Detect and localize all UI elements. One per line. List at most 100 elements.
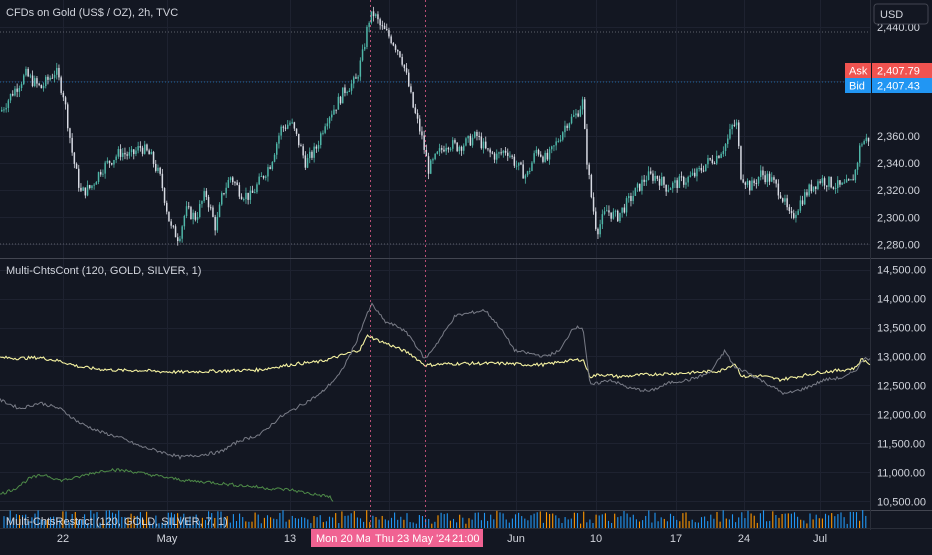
candle — [185, 201, 188, 219]
candle — [628, 193, 630, 203]
candle — [302, 143, 304, 159]
candle — [845, 174, 848, 183]
candle-body — [559, 139, 562, 142]
candle — [361, 44, 364, 62]
candle-body — [617, 210, 619, 222]
indicator-series-line-1 — [0, 302, 871, 461]
candle-body — [16, 88, 18, 92]
indicator-tick-label: 12,000.00 — [877, 409, 926, 421]
candle-body — [683, 177, 685, 185]
candle — [401, 53, 403, 67]
candle — [777, 179, 780, 200]
candle-body — [542, 156, 544, 162]
candle — [102, 169, 104, 177]
candle-body — [823, 178, 826, 186]
candle-body — [599, 224, 601, 235]
candle-body — [764, 175, 766, 183]
candle-body — [117, 149, 120, 157]
candle — [344, 84, 346, 97]
candle-body — [262, 176, 265, 178]
candle-body — [586, 128, 588, 165]
currency-button[interactable] — [873, 3, 929, 25]
candle-body — [562, 132, 564, 140]
candle-body — [183, 216, 186, 227]
candle-body — [280, 126, 282, 136]
cont-indicator-title[interactable]: Multi-ChtsCont (120, GOLD, SILVER, 1) — [6, 265, 201, 277]
restrict-indicator-title[interactable]: Multi-ChtsRestrict (120, GOLD, SILVER, 7… — [6, 516, 228, 528]
candle-body — [344, 87, 346, 94]
candle-body — [469, 135, 472, 146]
candle — [801, 195, 804, 207]
candle — [691, 168, 694, 177]
candle — [599, 219, 601, 238]
candle — [808, 183, 810, 198]
candle — [170, 218, 172, 229]
candle-body — [696, 168, 698, 177]
candle-body — [267, 167, 269, 177]
candle-body — [326, 123, 329, 127]
candle-body — [663, 176, 665, 185]
indicator-series-line-0 — [0, 334, 871, 383]
candle — [287, 120, 289, 130]
candle-body — [38, 83, 40, 85]
candle-body — [592, 197, 595, 212]
candle-body — [313, 146, 315, 158]
candle — [458, 145, 461, 155]
candle-body — [568, 123, 571, 128]
candle — [45, 75, 47, 89]
candle-body — [137, 146, 139, 151]
candle — [438, 143, 441, 157]
candle-body — [276, 143, 278, 155]
time-tick-label: 10 — [590, 533, 602, 545]
candle-body — [27, 68, 29, 77]
candle — [507, 148, 509, 161]
candle-body — [372, 11, 375, 17]
candle — [194, 210, 197, 222]
candle — [414, 103, 417, 115]
candle — [856, 161, 859, 175]
candle — [463, 143, 465, 155]
candle-body — [179, 238, 181, 241]
candle-body — [337, 96, 340, 110]
candle — [775, 178, 777, 188]
candle — [485, 136, 487, 150]
candle-body — [724, 144, 727, 152]
candle-body — [181, 226, 183, 239]
candle-body — [80, 187, 82, 191]
candle — [515, 160, 518, 170]
candle-body — [146, 144, 148, 151]
time-tick-label: 22 — [57, 533, 69, 545]
candle-body — [386, 29, 388, 31]
candle-body — [863, 140, 865, 145]
candle-body — [399, 51, 401, 57]
candle-body — [570, 116, 573, 124]
candle — [146, 143, 148, 152]
candle-body — [199, 203, 201, 218]
candle — [683, 175, 685, 188]
candle — [157, 164, 159, 174]
candle-body — [445, 147, 447, 152]
candle — [817, 179, 819, 191]
symbol-title[interactable]: CFDs on Gold (US$ / OZ), 2h, TVC — [6, 7, 178, 19]
candle-body — [830, 176, 832, 188]
candle-body — [478, 135, 480, 137]
candle-body — [643, 179, 645, 182]
candle-body — [188, 206, 190, 208]
candle-body — [515, 165, 518, 167]
candle-body — [309, 151, 311, 159]
candle — [397, 49, 399, 56]
candle — [203, 187, 205, 203]
candle — [685, 177, 687, 189]
candle — [372, 6, 375, 22]
indicator-axis[interactable]: 10,500.00 11,000.00 11,500.00 12,000.00 12,5… — [877, 265, 926, 509]
candle-body — [304, 155, 307, 168]
candle-body — [394, 45, 397, 50]
candle — [498, 151, 500, 159]
candle-body — [210, 207, 212, 209]
time-tick-label: Jul — [813, 533, 827, 545]
candle-body — [441, 148, 443, 150]
time-axis[interactable]: 22 May 13 Jun 10 17 24 Jul — [57, 533, 827, 545]
